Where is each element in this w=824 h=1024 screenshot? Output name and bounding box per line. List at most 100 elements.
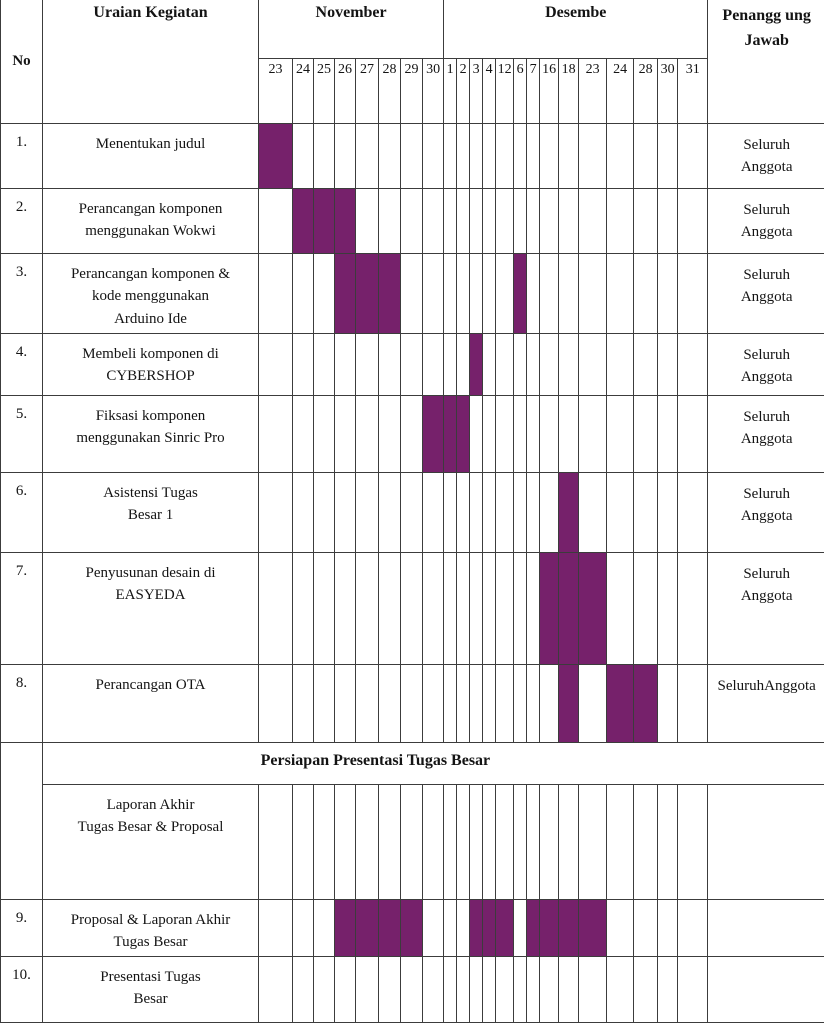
- gantt-cell: [258, 252, 294, 334]
- gantt-cell: [633, 394, 659, 473]
- header-date-row: 23 24 25 26 27 28 29 30 1 2 3 4 12 6 7 16 18 23 24 28 30 31: [1, 57, 824, 124]
- gantt-cell-filled: [513, 252, 528, 334]
- gantt-cell: [422, 663, 445, 743]
- row-number: 1.: [0, 122, 43, 189]
- date-header-dec-6: 6: [513, 57, 528, 124]
- gantt-cell-filled: [495, 898, 515, 957]
- date-header-dec-23: 23: [578, 57, 608, 124]
- row-number: 6.: [0, 471, 43, 553]
- gantt-cell: [355, 471, 380, 553]
- gantt-cell: [482, 783, 497, 900]
- gantt-cell: [400, 783, 424, 900]
- gantt-cell: [313, 471, 336, 553]
- gantt-cell: [422, 898, 445, 957]
- gantt-cell: [456, 898, 471, 957]
- gantt-cell: [443, 252, 458, 334]
- activity-cell: Membeli komponen di CYBERSHOP: [41, 332, 260, 396]
- activity-cell: Asistensi Tugas Besar 1: [41, 471, 260, 553]
- date-header-dec-2: 2: [456, 57, 471, 124]
- gantt-cell-filled: [539, 898, 560, 957]
- gantt-cell: [400, 551, 424, 665]
- gantt-cell-filled: [526, 898, 541, 957]
- gantt-cell: [558, 394, 580, 473]
- gantt-cell: [526, 955, 541, 1023]
- gantt-cell: [633, 122, 659, 189]
- table-row: 3. Perancangan komponen & kode menggunaka…: [0, 252, 824, 334]
- gantt-cell: [334, 122, 357, 189]
- gantt-cell: [469, 551, 484, 665]
- gantt-cell: [378, 955, 402, 1023]
- gantt-cell: [495, 471, 515, 553]
- activity-cell: Penyusunan desain di EASYEDA: [41, 551, 260, 665]
- pic-cell: [707, 955, 824, 1023]
- activity-cell: Proposal & Laporan Akhir Tugas Besar: [41, 898, 260, 957]
- gantt-cell: [422, 955, 445, 1023]
- gantt-cell: [482, 394, 497, 473]
- pic-cell: Seluruh Anggota: [707, 187, 824, 254]
- activity-cell: Laporan Akhir Tugas Besar & Proposal: [41, 783, 260, 900]
- gantt-cell: [633, 187, 659, 254]
- gantt-cell-filled: [558, 551, 580, 665]
- section-row: Persiapan Presentasi Tugas Besar: [0, 741, 824, 900]
- gantt-cell: [513, 187, 528, 254]
- date-header-nov-26: 26: [334, 57, 357, 124]
- gantt-cell: [292, 783, 315, 900]
- pic-cell: Seluruh Anggota: [707, 122, 824, 189]
- row-number: 9.: [0, 898, 43, 957]
- gantt-cell: [558, 955, 580, 1023]
- gantt-cell: [495, 252, 515, 334]
- gantt-cell: [633, 551, 659, 665]
- activity-cell: Perancangan OTA: [41, 663, 260, 743]
- date-header-nov-30: 30: [422, 57, 445, 124]
- gantt-cell: [677, 394, 709, 473]
- gantt-cell: [578, 122, 608, 189]
- gantt-cell-filled: [334, 898, 357, 957]
- gantt-cell-filled: [443, 394, 458, 473]
- header-month-row: No Uraian Kegiatan November Desembe Pena…: [0, 0, 824, 124]
- gantt-cell: [657, 898, 679, 957]
- gantt-cell: [313, 955, 336, 1023]
- gantt-cell: [539, 394, 560, 473]
- gantt-cell: [657, 783, 679, 900]
- gantt-cell: [355, 122, 380, 189]
- gantt-cell: [539, 122, 560, 189]
- gantt-cell: [400, 394, 424, 473]
- pic-cell: Seluruh Anggota: [707, 471, 824, 553]
- date-header-dec-1: 1: [443, 57, 458, 124]
- gantt-cell: [606, 332, 635, 396]
- pic-cell: [707, 783, 824, 900]
- gantt-cell: [443, 783, 458, 900]
- gantt-cell: [606, 187, 635, 254]
- gantt-cell: [422, 187, 445, 254]
- date-header-dec-16: 16: [539, 57, 560, 124]
- gantt-cell: [558, 122, 580, 189]
- gantt-cell: [657, 252, 679, 334]
- gantt-cell: [443, 187, 458, 254]
- gantt-cell: [657, 551, 679, 665]
- gantt-cell: [258, 663, 294, 743]
- table-row: 7. Penyusunan desain di EASYEDA Seluruh An…: [0, 551, 824, 665]
- gantt-cell: [443, 122, 458, 189]
- gantt-cell: [469, 471, 484, 553]
- gantt-cell: [334, 394, 357, 473]
- pic-cell: Seluruh Anggota: [707, 332, 824, 396]
- gantt-cell: [539, 663, 560, 743]
- gantt-cell: [606, 394, 635, 473]
- gantt-cell: [258, 783, 294, 900]
- gantt-cell: [677, 187, 709, 254]
- gantt-cell: [657, 663, 679, 743]
- gantt-cell-filled: [578, 551, 608, 665]
- gantt-cell: [456, 783, 471, 900]
- gantt-cell: [513, 122, 528, 189]
- date-header-nov-23: 23: [258, 57, 294, 124]
- gantt-cell: [606, 783, 635, 900]
- gantt-cell: [313, 332, 336, 396]
- gantt-cell-filled: [378, 898, 402, 957]
- date-header-dec-28: 28: [633, 57, 659, 124]
- table-row: 9. Proposal & Laporan Akhir Tugas Besar: [0, 898, 824, 957]
- gantt-cell: [378, 122, 402, 189]
- gantt-cell: [482, 663, 497, 743]
- date-header-nov-24: 24: [292, 57, 315, 124]
- date-header-dec-4: 4: [482, 57, 497, 124]
